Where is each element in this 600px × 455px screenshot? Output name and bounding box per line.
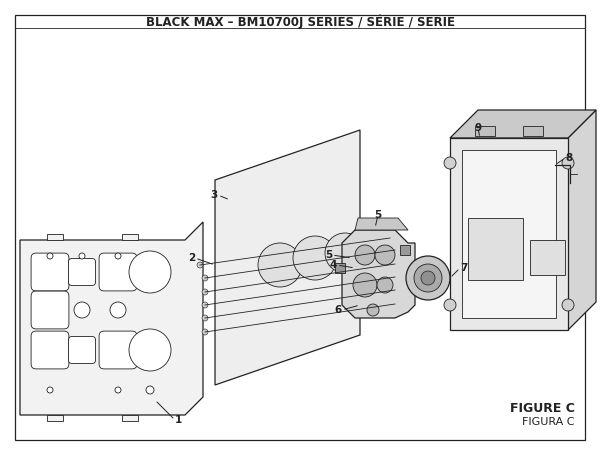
- Circle shape: [293, 236, 337, 280]
- Polygon shape: [20, 222, 203, 415]
- Circle shape: [353, 273, 377, 297]
- Circle shape: [355, 245, 375, 265]
- FancyBboxPatch shape: [68, 337, 95, 364]
- Circle shape: [129, 329, 171, 371]
- Polygon shape: [47, 415, 63, 421]
- Text: 5: 5: [325, 250, 332, 260]
- Polygon shape: [342, 230, 415, 318]
- Polygon shape: [355, 218, 408, 230]
- FancyBboxPatch shape: [523, 126, 543, 136]
- Text: 4: 4: [329, 260, 337, 270]
- Circle shape: [375, 245, 395, 265]
- Circle shape: [562, 157, 574, 169]
- Circle shape: [74, 302, 90, 318]
- Circle shape: [414, 264, 442, 292]
- Polygon shape: [122, 234, 138, 240]
- Polygon shape: [462, 150, 556, 318]
- Text: 3: 3: [211, 190, 218, 200]
- Circle shape: [406, 256, 450, 300]
- FancyBboxPatch shape: [400, 245, 410, 255]
- Polygon shape: [568, 110, 596, 330]
- Text: 2: 2: [188, 253, 195, 263]
- FancyBboxPatch shape: [475, 126, 495, 136]
- Circle shape: [444, 299, 456, 311]
- Circle shape: [444, 157, 456, 169]
- Circle shape: [202, 289, 208, 295]
- Circle shape: [197, 262, 203, 268]
- Polygon shape: [215, 130, 360, 385]
- Text: 1: 1: [175, 415, 182, 425]
- FancyBboxPatch shape: [31, 253, 69, 291]
- Circle shape: [202, 315, 208, 321]
- Circle shape: [202, 329, 208, 335]
- Circle shape: [202, 302, 208, 308]
- Polygon shape: [47, 234, 63, 240]
- Circle shape: [115, 387, 121, 393]
- Text: 9: 9: [475, 123, 482, 133]
- FancyBboxPatch shape: [31, 291, 69, 329]
- Text: BLACK MAX – BM10700J SERIES / SÉRIE / SERIE: BLACK MAX – BM10700J SERIES / SÉRIE / SE…: [146, 15, 455, 29]
- Circle shape: [562, 299, 574, 311]
- Text: 7: 7: [460, 263, 467, 273]
- Circle shape: [47, 253, 53, 259]
- Circle shape: [565, 178, 575, 188]
- Circle shape: [377, 277, 393, 293]
- Polygon shape: [450, 138, 568, 330]
- Text: 5: 5: [374, 210, 382, 220]
- FancyBboxPatch shape: [99, 331, 137, 369]
- FancyBboxPatch shape: [335, 263, 345, 273]
- Text: 8: 8: [565, 153, 572, 163]
- Text: FIGURE C: FIGURE C: [510, 401, 575, 415]
- Circle shape: [79, 253, 85, 259]
- FancyBboxPatch shape: [468, 218, 523, 280]
- Circle shape: [367, 304, 379, 316]
- Text: FIGURA C: FIGURA C: [523, 417, 575, 427]
- Circle shape: [202, 275, 208, 281]
- Polygon shape: [450, 110, 596, 138]
- Circle shape: [258, 243, 302, 287]
- Circle shape: [47, 387, 53, 393]
- FancyBboxPatch shape: [530, 240, 565, 275]
- Circle shape: [421, 271, 435, 285]
- Text: 6: 6: [335, 305, 342, 315]
- FancyBboxPatch shape: [99, 253, 137, 291]
- FancyBboxPatch shape: [31, 331, 69, 369]
- Circle shape: [110, 302, 126, 318]
- FancyBboxPatch shape: [68, 258, 95, 285]
- Circle shape: [146, 386, 154, 394]
- Circle shape: [115, 253, 121, 259]
- Circle shape: [325, 233, 365, 273]
- Polygon shape: [122, 415, 138, 421]
- Circle shape: [129, 251, 171, 293]
